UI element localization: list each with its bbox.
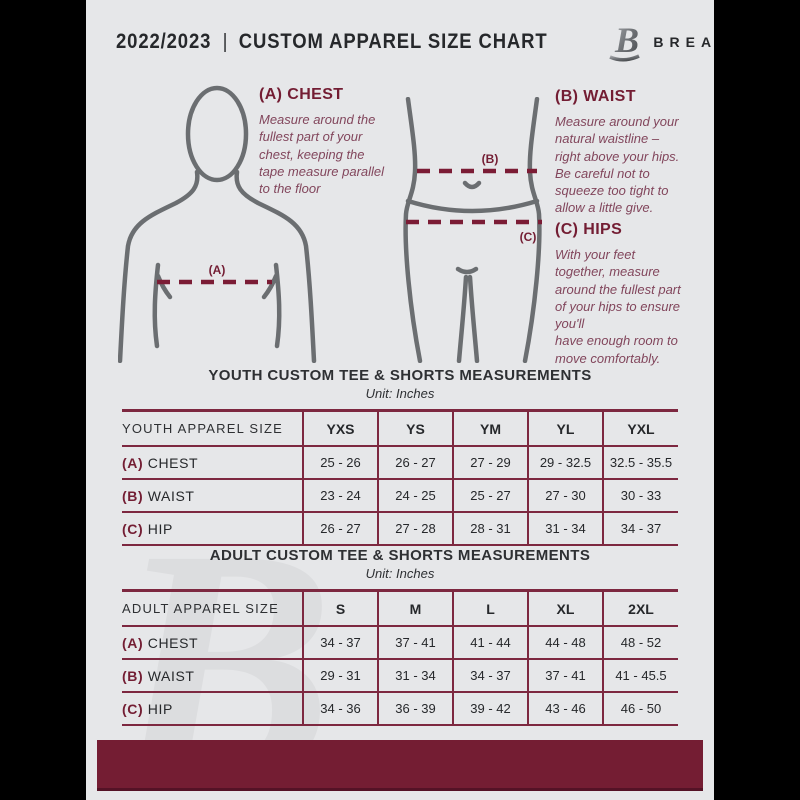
- measurement-value-cell: 34 - 37: [602, 511, 678, 545]
- measurement-value-cell: 37 - 41: [527, 658, 603, 692]
- apparel-size-header: ADULT APPAREL SIZE: [122, 601, 279, 616]
- measurement-value-cell: 27 - 30: [527, 478, 603, 512]
- measurement-value-cell: 29 - 32.5: [527, 445, 603, 479]
- header-title-group: 2022/2023 | CUSTOM APPAREL SIZE CHART: [116, 30, 548, 54]
- waist-hip-measurement-figure: (B) (C): [403, 97, 542, 363]
- measurement-value-cell: 46 - 50: [602, 691, 678, 725]
- hips-instruction: (C) HIPS With your feet together, measur…: [555, 221, 713, 367]
- measurement-row-label: (B) WAIST: [122, 658, 303, 692]
- table-header-row: ADULT APPAREL SIZE S M L XL 2XL: [122, 590, 678, 626]
- season-label: 2022/2023: [116, 30, 212, 53]
- measurement-row-label: (B) WAIST: [122, 478, 303, 512]
- chest-instruction: (A) CHEST Measure around the fullest par…: [259, 86, 429, 197]
- waist-instruction-heading: (B) WAIST: [555, 88, 636, 105]
- measurement-value-cell: 31 - 34: [527, 511, 603, 545]
- youth-table-title: YOUTH CUSTOM TEE & SHORTS MEASUREMENTS: [208, 367, 592, 384]
- adult-table-section: ADULT CUSTOM TEE & SHORTS MEASUREMENTS U…: [122, 547, 678, 726]
- size-column-header: L: [452, 590, 528, 626]
- table-row: (A) CHEST 25 - 26 26 - 27 27 - 29 29 - 32.5 3…: [122, 445, 678, 479]
- measurement-value-cell: 27 - 29: [452, 445, 528, 479]
- table-row: (B) WAIST 29 - 31 31 - 34 34 - 37 37 - 41 41 …: [122, 658, 678, 692]
- measurement-value-cell: 32.5 - 35.5: [602, 445, 678, 479]
- measurement-value-cell: 39 - 42: [452, 691, 528, 725]
- hips-instruction-body: With your feet together, measure around …: [555, 247, 681, 366]
- size-column-header: YL: [527, 410, 603, 446]
- page-title: CUSTOM APPAREL SIZE CHART: [238, 30, 548, 53]
- measurement-value-cell: 30 - 33: [602, 478, 678, 512]
- measurement-value-cell: 23 - 24: [302, 478, 378, 512]
- measurement-value-cell: 28 - 31: [452, 511, 528, 545]
- measurement-value-cell: 24 - 25: [377, 478, 453, 512]
- youth-size-table: YOUTH APPAREL SIZE YXS YS YM YL YXL (A) CHEST 2…: [122, 409, 678, 546]
- measurement-value-cell: 41 - 44: [452, 625, 528, 659]
- measurement-value-cell: 31 - 34: [377, 658, 453, 692]
- measurement-value-cell: 34 - 36: [302, 691, 378, 725]
- measurement-value-cell: 41 - 45.5: [602, 658, 678, 692]
- size-column-header: M: [377, 590, 453, 626]
- adult-table-unit: Unit: Inches: [365, 566, 435, 581]
- measurement-value-cell: 36 - 39: [377, 691, 453, 725]
- hips-instruction-heading: (C) HIPS: [555, 221, 623, 238]
- measurement-row-label: (C) HIP: [122, 511, 303, 545]
- size-column-header: YS: [377, 410, 453, 446]
- waist-instruction-body: Measure around your natural waistline – …: [555, 114, 680, 216]
- adult-table-title: ADULT CUSTOM TEE & SHORTS MEASUREMENTS: [209, 547, 591, 564]
- size-column-header: YXS: [302, 410, 378, 446]
- table-row: (C) HIP 34 - 36 36 - 39 39 - 42 43 - 46 46 - …: [122, 691, 678, 725]
- measurement-value-cell: 26 - 27: [302, 511, 378, 545]
- breakaway-logo-icon: B: [609, 21, 641, 62]
- chest-line-label: (A): [209, 263, 226, 277]
- waist-line-label: (B): [482, 152, 499, 166]
- measurement-value-cell: 25 - 26: [302, 445, 378, 479]
- measurement-value-cell: 25 - 27: [452, 478, 528, 512]
- measurement-value-cell: 27 - 28: [377, 511, 453, 545]
- table-header-row: YOUTH APPAREL SIZE YXS YS YM YL YXL: [122, 410, 678, 446]
- size-column-header: YXL: [602, 410, 678, 446]
- measurement-row-label: (A) CHEST: [122, 625, 303, 659]
- chest-instruction-body: Measure around the fullest part of your …: [259, 112, 385, 197]
- chest-measurement-figure: (A): [118, 85, 317, 363]
- footer-bar: [97, 740, 703, 791]
- brand-name: BREAKAWAY: [653, 34, 714, 50]
- logo-letter: B: [614, 21, 639, 60]
- table-row: (C) HIP 26 - 27 27 - 28 28 - 31 31 - 34 34 - …: [122, 511, 678, 545]
- measurement-row-label: (C) HIP: [122, 691, 303, 725]
- measurement-value-cell: 44 - 48: [527, 625, 603, 659]
- table-row: (A) CHEST 34 - 37 37 - 41 41 - 44 44 - 48 48 …: [122, 625, 678, 659]
- table-row: (B) WAIST 23 - 24 24 - 25 25 - 27 27 - 30 30 …: [122, 478, 678, 512]
- measurement-value-cell: 34 - 37: [452, 658, 528, 692]
- youth-table-unit: Unit: Inches: [365, 386, 435, 401]
- measurement-value-cell: 37 - 41: [377, 625, 453, 659]
- measurement-value-cell: 43 - 46: [527, 691, 603, 725]
- size-column-header: YM: [452, 410, 528, 446]
- size-column-header: XL: [527, 590, 603, 626]
- size-column-header: S: [302, 590, 378, 626]
- apparel-size-header: YOUTH APPAREL SIZE: [122, 421, 284, 436]
- header-divider: |: [222, 30, 228, 53]
- chest-instruction-heading: (A) CHEST: [259, 86, 344, 103]
- waist-instruction: (B) WAIST Measure around your natural wa…: [555, 88, 710, 217]
- measurement-value-cell: 48 - 52: [602, 625, 678, 659]
- measurement-value-cell: 26 - 27: [377, 445, 453, 479]
- size-chart-page: B 2022/2023 | CUSTOM APPAREL SIZE CHART: [86, 0, 714, 800]
- hip-line-label: (C): [520, 230, 537, 244]
- size-column-header: 2XL: [602, 590, 678, 626]
- youth-table-section: YOUTH CUSTOM TEE & SHORTS MEASUREMENTS U…: [122, 367, 678, 546]
- measurement-value-cell: 29 - 31: [302, 658, 378, 692]
- header: 2022/2023 | CUSTOM APPAREL SIZE CHART B: [86, 21, 714, 63]
- measurement-row-label: (A) CHEST: [122, 445, 303, 479]
- adult-size-table: ADULT APPAREL SIZE S M L XL 2XL (A) CHEST 34 - …: [122, 589, 678, 726]
- brand-group: B BREAKAWAY: [606, 21, 714, 63]
- measurement-value-cell: 34 - 37: [302, 625, 378, 659]
